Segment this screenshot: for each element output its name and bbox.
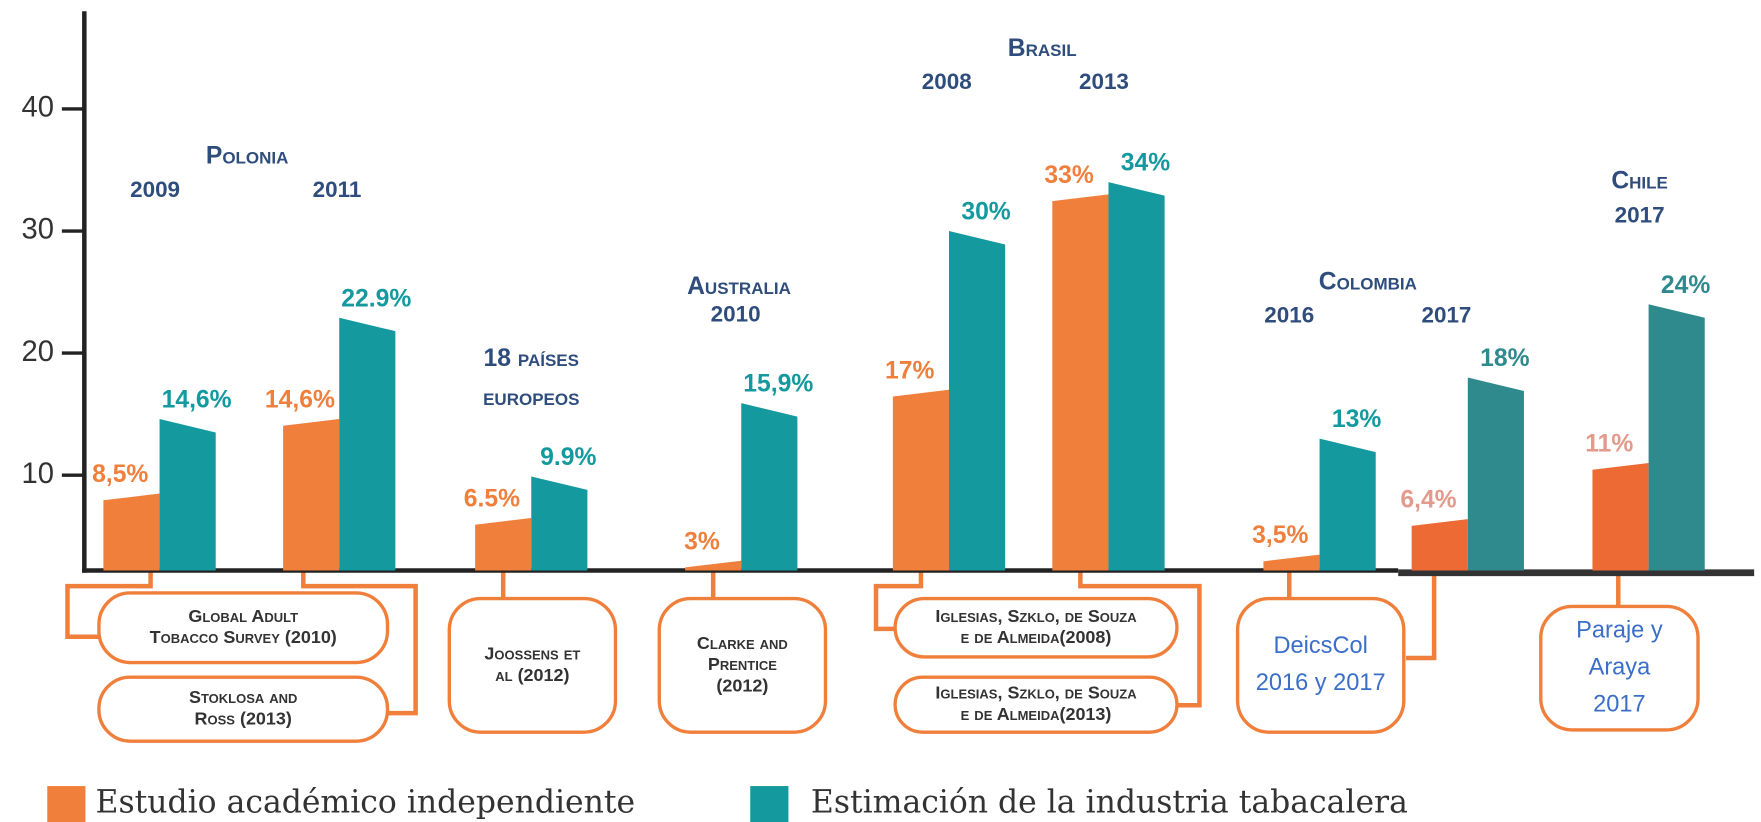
source-text: Ross (2013)	[195, 709, 292, 729]
bar	[949, 231, 1006, 571]
bar	[475, 517, 532, 571]
value-label: 34%	[1121, 150, 1170, 177]
legend-label: Estimación de la industria tabacalera	[811, 785, 1408, 821]
source-text: Stoklosa and	[189, 687, 297, 707]
legend-swatch	[750, 786, 789, 822]
source-text: 2016 y 2017	[1256, 669, 1386, 695]
value-label: 15,9%	[743, 371, 813, 398]
value-label: 8,5%	[92, 461, 148, 488]
value-label: 13%	[1332, 406, 1381, 433]
source-text: Iglesias, Szklo, de Souza	[935, 683, 1137, 703]
value-label: 30%	[961, 199, 1010, 226]
source-box	[447, 596, 618, 734]
group-label: Brasil	[1008, 35, 1077, 62]
source-text: Paraje y	[1576, 616, 1663, 642]
group-year: 2010	[711, 301, 761, 326]
value-label: 14,6%	[162, 387, 232, 414]
legend-label: Estudio académico independiente	[96, 785, 636, 821]
value-label: 17%	[885, 357, 934, 384]
bar	[1052, 194, 1109, 571]
source-text: (2012)	[716, 675, 768, 695]
bar	[685, 560, 742, 571]
group-label: Polonia	[206, 143, 289, 170]
value-label: 14,6%	[265, 387, 335, 414]
bar	[283, 419, 340, 571]
y-tick-label: 10	[22, 458, 54, 490]
bar	[339, 317, 396, 571]
bar	[1592, 463, 1649, 571]
value-label: 22.9%	[341, 285, 411, 312]
bar	[1108, 182, 1165, 571]
group-label: Chile	[1611, 167, 1668, 194]
group-label: Australia	[687, 273, 791, 300]
source-box	[657, 596, 828, 734]
source-text: Araya	[1589, 653, 1651, 679]
value-label: 11%	[1585, 431, 1633, 458]
y-tick-label: 30	[22, 214, 54, 246]
bar	[1467, 377, 1524, 571]
group-year: 2008	[922, 69, 972, 94]
bar	[741, 403, 798, 571]
value-label: 18%	[1480, 345, 1529, 372]
source-text: al (2012)	[495, 665, 569, 685]
connectors	[65, 570, 1621, 716]
source-box	[97, 675, 390, 743]
source-text: Iglesias, Szklo, de Souza	[935, 606, 1137, 626]
group-label: europeos	[483, 384, 579, 411]
source-text: Joossens et	[484, 643, 580, 663]
source-box	[1539, 604, 1700, 732]
source-text: Global Adult	[188, 606, 298, 626]
value-label: 3%	[684, 528, 720, 555]
bar	[531, 476, 588, 571]
value-label: 33%	[1044, 162, 1093, 189]
source-text: e de Almeida(2008)	[961, 627, 1112, 647]
bar	[159, 419, 216, 571]
group-year: 2009	[130, 177, 180, 202]
group-year: 2013	[1079, 69, 1129, 94]
source-box	[97, 591, 390, 665]
value-label: 9.9%	[540, 444, 596, 471]
source-box	[893, 675, 1179, 734]
bar	[892, 389, 949, 571]
bar	[103, 493, 160, 571]
source-text: DeicsCol	[1274, 632, 1368, 658]
value-label: 6,4%	[1400, 487, 1456, 514]
bar	[1648, 304, 1705, 571]
value-label: 24%	[1661, 272, 1710, 299]
source-text: Clarke and	[697, 633, 788, 653]
source-text: Tobacco Survey (2010)	[150, 627, 337, 647]
bar	[1411, 519, 1468, 571]
legend-swatch	[47, 786, 86, 822]
value-label: 6.5%	[464, 486, 520, 513]
group-year: 2017	[1615, 203, 1665, 228]
group-year: 2017	[1422, 303, 1472, 328]
group-year: 2011	[313, 177, 362, 202]
source-box	[1235, 596, 1406, 734]
source-text: e de Almeida(2013)	[961, 704, 1112, 724]
value-label: 3,5%	[1252, 522, 1308, 549]
source-text: 2017	[1593, 690, 1645, 716]
bar	[1263, 554, 1320, 571]
source-text: Prentice	[708, 654, 777, 674]
group-year: 2016	[1264, 303, 1314, 328]
y-tick-label: 40	[22, 92, 54, 124]
group-label: 18 países	[484, 345, 579, 372]
y-tick-label: 20	[22, 336, 54, 368]
source-box	[893, 596, 1179, 659]
group-label: Colombia	[1319, 269, 1417, 296]
bar	[1319, 438, 1376, 571]
